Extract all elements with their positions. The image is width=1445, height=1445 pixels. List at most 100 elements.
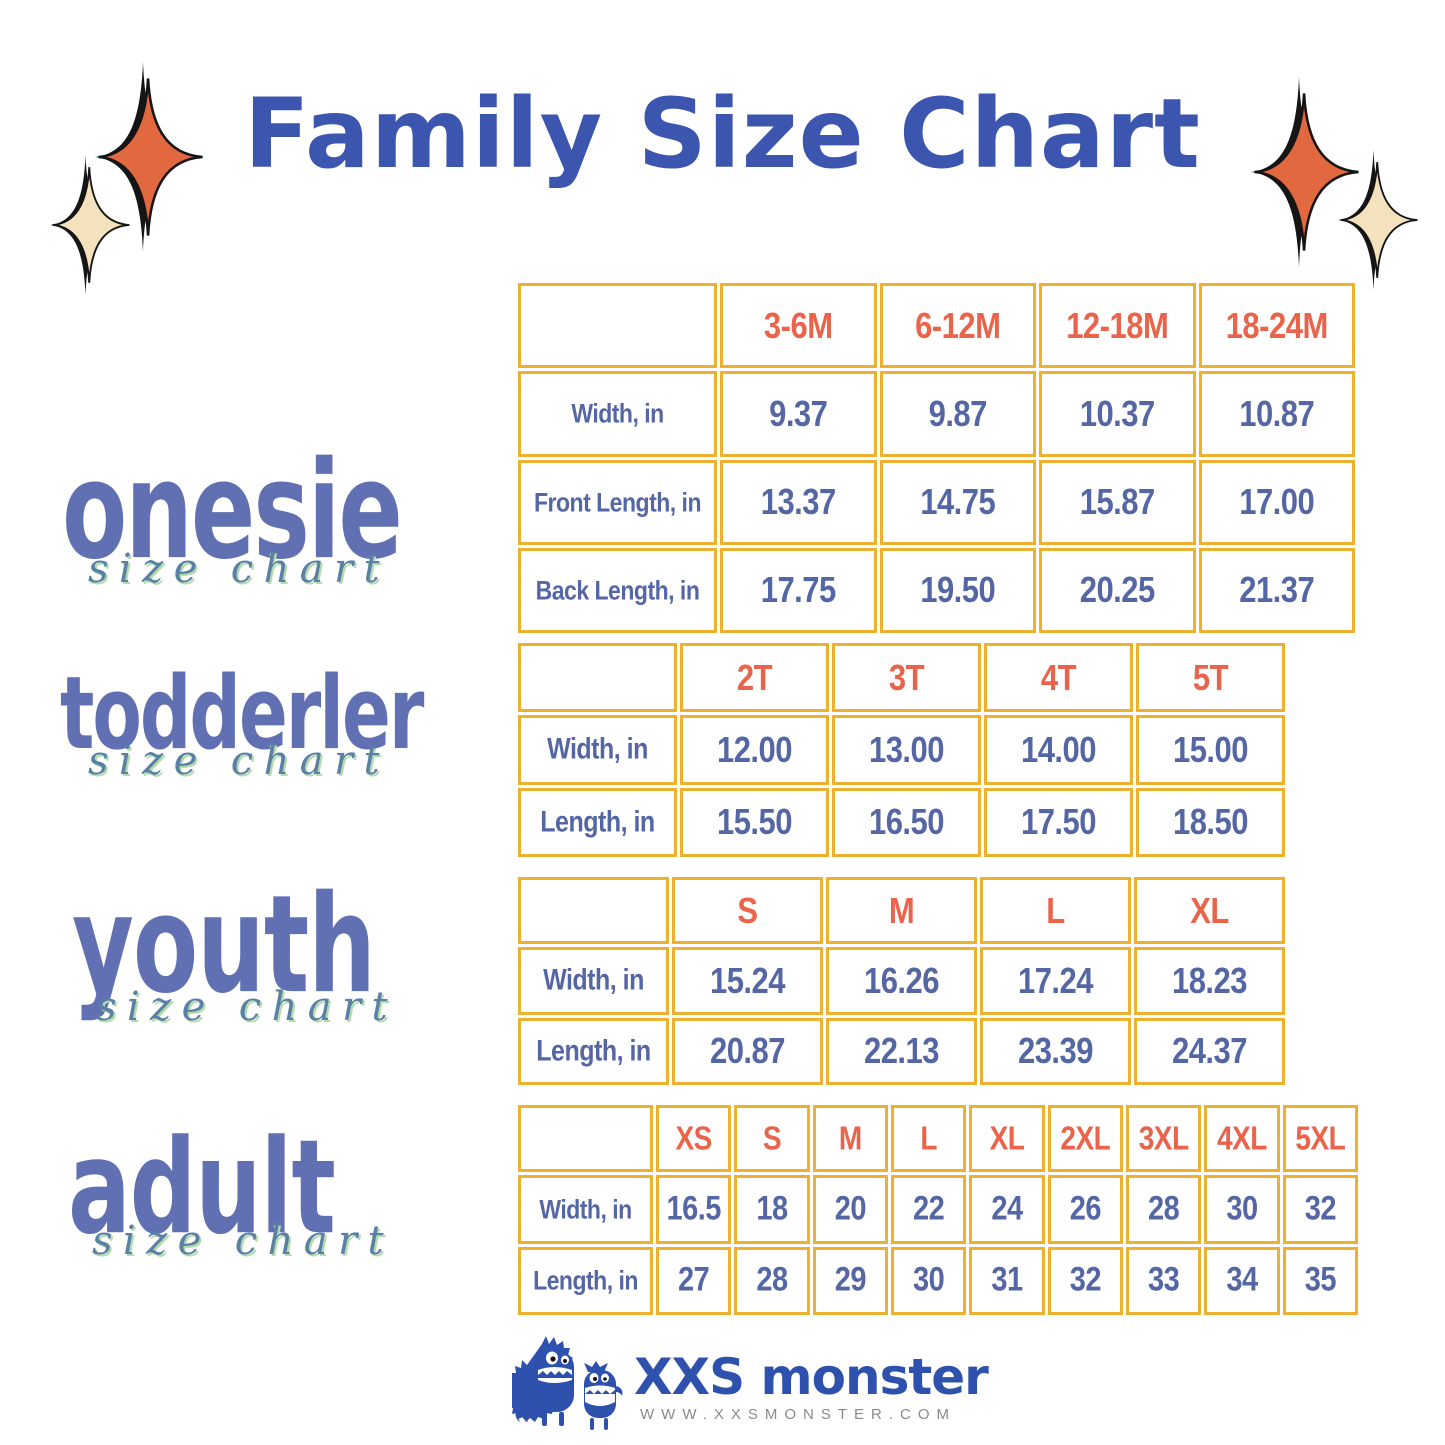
adult-value-cell: 24 [969,1175,1045,1244]
youth-value-cell: 18.23 [1134,947,1285,1015]
adult-value-cell: 28 [1126,1175,1202,1244]
adult-size-header: 3XL [1126,1105,1202,1173]
onesie-value-cell: 9.37 [720,371,877,457]
adult-value-cell: 29 [812,1246,888,1315]
youth-value-cell: 16.26 [826,947,977,1015]
onesie-value-cell: 19.50 [879,547,1036,633]
todderler-size-header: 4T [984,643,1133,713]
adult-value-cell: 32 [1282,1175,1358,1244]
youth-value-cell: 15.24 [672,947,823,1015]
todderler-size-header: 2T [680,643,829,713]
onesie-value-cell: 9.87 [879,371,1036,457]
adult-section-sublabel: size chart [92,1218,394,1264]
adult-section-label: adult [68,1111,336,1263]
adult-value-cell: 28 [734,1246,810,1315]
todderler-corner-cell [518,643,677,713]
youth-row-label: Width, in [518,947,669,1015]
adult-value-cell: 20 [812,1175,888,1244]
youth-section-label: youth [72,867,376,1024]
adult-row-label: Width, in [518,1175,653,1244]
adult-size-header: S [734,1105,810,1173]
adult-size-header: 2XL [1047,1105,1123,1173]
onesie-row-label: Front Length, in [518,459,717,545]
adult-value-cell: 16.5 [656,1175,732,1244]
youth-value-cell: 17.24 [980,947,1131,1015]
youth-size-table: S M L XL Width, in 15.24 16.26 17.24 18.23 Length… [518,877,1285,1085]
todderler-section-sublabel: size chart [88,738,390,784]
youth-size-header: L [980,877,1131,945]
adult-size-table: XS S M L XL 2XL 3XL 4XL 5XL Width, in 16.5 18 20 22 24… [518,1105,1358,1315]
onesie-value-cell: 14.75 [879,459,1036,545]
todderler-value-cell: 12.00 [680,715,829,785]
adult-size-header: M [812,1105,888,1173]
youth-section-sublabel: size chart [96,984,398,1030]
adult-size-header: L [891,1105,967,1173]
todderler-value-cell: 15.00 [1136,715,1285,785]
todderler-row-label: Length, in [518,787,677,857]
youth-value-cell: 23.39 [980,1017,1131,1085]
todderler-value-cell: 15.50 [680,787,829,857]
adult-size-header: 5XL [1282,1105,1358,1173]
adult-corner-cell [518,1105,653,1173]
onesie-value-cell: 13.37 [720,459,877,545]
adult-value-cell: 22 [891,1175,967,1244]
adult-size-header: XS [656,1105,732,1173]
adult-value-cell: 34 [1204,1246,1280,1315]
onesie-value-cell: 17.00 [1198,459,1355,545]
todderler-value-cell: 18.50 [1136,787,1285,857]
page-title: Family Size Chart [244,78,1201,190]
youth-value-cell: 24.37 [1134,1017,1285,1085]
onesie-size-table: 3-6M 6-12M 12-18M 18-24M Width, in 9.37 9.87 10… [518,283,1355,633]
adult-value-cell: 35 [1282,1246,1358,1315]
sparkle-star-icon [50,155,130,295]
onesie-size-header: 6-12M [879,283,1036,369]
adult-row-label: Length, in [518,1246,653,1315]
youth-row-label: Length, in [518,1017,669,1085]
adult-size-header: 4XL [1204,1105,1280,1173]
onesie-value-cell: 15.87 [1039,459,1196,545]
adult-value-cell: 32 [1047,1246,1123,1315]
onesie-section-sublabel: size chart [88,546,390,592]
youth-size-header: M [826,877,977,945]
onesie-value-cell: 10.87 [1198,371,1355,457]
adult-value-cell: 30 [1204,1175,1280,1244]
onesie-value-cell: 21.37 [1198,547,1355,633]
xxs-monster-mascots-icon [512,1336,623,1430]
onesie-size-header: 18-24M [1198,283,1355,369]
adult-value-cell: 31 [969,1246,1045,1315]
onesie-row-label: Back Length, in [518,547,717,633]
todderler-value-cell: 14.00 [984,715,1133,785]
todderler-row-label: Width, in [518,715,677,785]
adult-value-cell: 18 [734,1175,810,1244]
todderler-value-cell: 17.50 [984,787,1133,857]
adult-value-cell: 27 [656,1246,732,1315]
todderler-size-table: 2T 3T 4T 5T Width, in 12.00 13.00 14.00 15.00 Len… [518,643,1285,857]
todderler-size-header: 5T [1136,643,1285,713]
youth-size-header: XL [1134,877,1285,945]
onesie-size-header: 12-18M [1039,283,1196,369]
onesie-row-label: Width, in [518,371,717,457]
adult-value-cell: 26 [1047,1175,1123,1244]
todderler-section-label: todderler [60,654,424,772]
sparkle-star-icon [1250,77,1359,267]
sparkle-star-icon [94,62,203,252]
youth-value-cell: 20.87 [672,1017,823,1085]
brand-website: WWW.XXSMONSTER.COM [640,1406,956,1423]
todderler-size-header: 3T [832,643,981,713]
onesie-size-header: 3-6M [720,283,877,369]
todderler-value-cell: 13.00 [832,715,981,785]
brand-name: XXS monster [634,1348,989,1406]
onesie-value-cell: 20.25 [1039,547,1196,633]
sparkle-star-icon [1338,150,1418,290]
youth-size-header: S [672,877,823,945]
adult-value-cell: 30 [891,1246,967,1315]
onesie-value-cell: 10.37 [1039,371,1196,457]
onesie-corner-cell [518,283,717,369]
youth-corner-cell [518,877,669,945]
adult-size-header: XL [969,1105,1045,1173]
youth-value-cell: 22.13 [826,1017,977,1085]
onesie-value-cell: 17.75 [720,547,877,633]
adult-value-cell: 33 [1126,1246,1202,1315]
todderler-value-cell: 16.50 [832,787,981,857]
